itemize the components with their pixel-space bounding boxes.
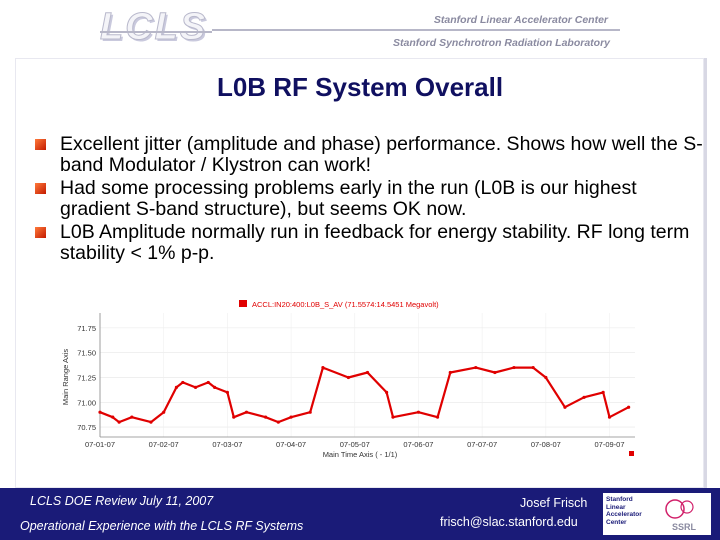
y-axis-label: Main Range Axis (61, 349, 70, 406)
y-tick-label: 71.75 (77, 324, 96, 333)
data-point (607, 415, 612, 419)
bullet-text: L0B Amplitude normally run in feedback f… (60, 221, 690, 264)
slide-title: L0B RF System Overall (216, 72, 504, 102)
lcls-logo: LCLS (99, 6, 208, 49)
data-point (213, 385, 217, 389)
data-point (111, 415, 115, 419)
data-point (435, 415, 440, 419)
data-point (601, 390, 605, 394)
data-point (563, 405, 567, 409)
data-point (289, 415, 293, 419)
data-point (263, 415, 268, 419)
bullet-item: L0B Amplitude normally run in feedback f… (35, 222, 705, 264)
legend-swatch (239, 300, 247, 307)
x-tick-label: 07-05-07 (340, 440, 370, 449)
data-point (544, 375, 548, 380)
data-point (531, 365, 535, 370)
data-point (244, 410, 249, 414)
bullet-item: Excellent jitter (amplitude and phase) p… (35, 134, 705, 176)
data-point (276, 420, 280, 424)
data-point (448, 370, 452, 375)
data-point (225, 390, 229, 394)
x-tick-label: 07-02-07 (149, 440, 179, 449)
data-point (416, 410, 421, 414)
data-point (582, 395, 586, 399)
y-tick-label: 71.25 (77, 373, 96, 382)
y-tick-label: 70.75 (77, 423, 96, 432)
data-point (206, 380, 210, 385)
data-point (149, 420, 153, 424)
bullet-square-icon (35, 227, 46, 238)
ssrl-swirl-icon (665, 499, 694, 519)
header-divider (100, 31, 212, 33)
bullet-item: Had some processing problems early in th… (35, 178, 705, 220)
x-tick-label: 07-09-07 (595, 440, 625, 449)
data-point (391, 415, 395, 419)
data-point (117, 420, 121, 424)
badge-line: Accelerator (606, 511, 642, 518)
data-point (98, 410, 102, 414)
footer-author: Josef Frisch (520, 496, 588, 510)
badge-line: Stanford (606, 496, 633, 503)
bullet-square-icon (35, 139, 46, 150)
x-tick-label: 07-06-07 (403, 440, 433, 449)
x-tick-label: 07-04-07 (276, 440, 306, 449)
y-tick-label: 71.00 (77, 398, 96, 407)
rf-amplitude-chart: ACCL:IN20:400:L0B_S_AV (71.5574:14.5451 … (60, 297, 650, 460)
x-tick-label: 07-01-07 (85, 440, 115, 449)
data-point (346, 375, 350, 380)
badge-line: Center (606, 518, 627, 526)
data-point (627, 405, 631, 409)
ssrl-label: Stanford Synchrotron Radiation Laborator… (392, 37, 610, 49)
badge-line: Linear (606, 503, 626, 511)
plot-area: 71.75 71.50 71.25 71.00 70.75 07-01-07 07-02-0… (77, 313, 635, 449)
x-tick-label: 07-03-07 (212, 440, 242, 449)
series-line (99, 366, 630, 424)
data-point (385, 390, 389, 394)
x-tick-label: 07-07-07 (467, 440, 497, 449)
ssrl-logo: SSRL (672, 522, 697, 532)
legend-label: ACCL:IN20:400:L0B_S_AV (71.5574:14.5451 … (252, 300, 439, 309)
footer-email: frisch@slac.stanford.edu (440, 515, 578, 529)
slide-footer (0, 488, 720, 540)
data-point (493, 370, 497, 375)
data-point (365, 370, 370, 375)
footer-event: LCLS DOE Review July 11, 2007 (30, 494, 214, 508)
data-point (162, 410, 166, 414)
data-point (474, 365, 478, 370)
chart-marker-icon (629, 451, 634, 456)
data-point (174, 385, 179, 389)
data-point (232, 415, 236, 419)
y-tick-label: 71.50 (77, 349, 96, 358)
header-divider (212, 29, 620, 31)
data-point (130, 415, 134, 419)
data-point (193, 385, 198, 389)
bullet-text: Had some processing problems early in th… (60, 177, 637, 220)
bullet-square-icon (35, 183, 46, 194)
slac-label: Stanford Linear Accelerator Center (433, 14, 608, 26)
data-point (512, 365, 516, 370)
bullet-list: Excellent jitter (amplitude and phase) p… (35, 134, 705, 266)
slac-ssrl-badge (603, 493, 711, 535)
footer-talk-title: Operational Experience with the LCLS RF … (20, 519, 304, 533)
x-axis-label: Main Time Axis ( - 1/1) (323, 450, 398, 459)
slac-badge-text: Stanford Linear Accelerator Center (606, 496, 642, 526)
data-point (308, 410, 312, 414)
bullet-text: Excellent jitter (amplitude and phase) p… (60, 133, 703, 176)
slide-header: LCLS Stanford Linear Accelerator Center … (0, 0, 720, 58)
data-point (321, 365, 325, 370)
data-point (181, 380, 185, 385)
x-tick-label: 07-08-07 (531, 440, 561, 449)
